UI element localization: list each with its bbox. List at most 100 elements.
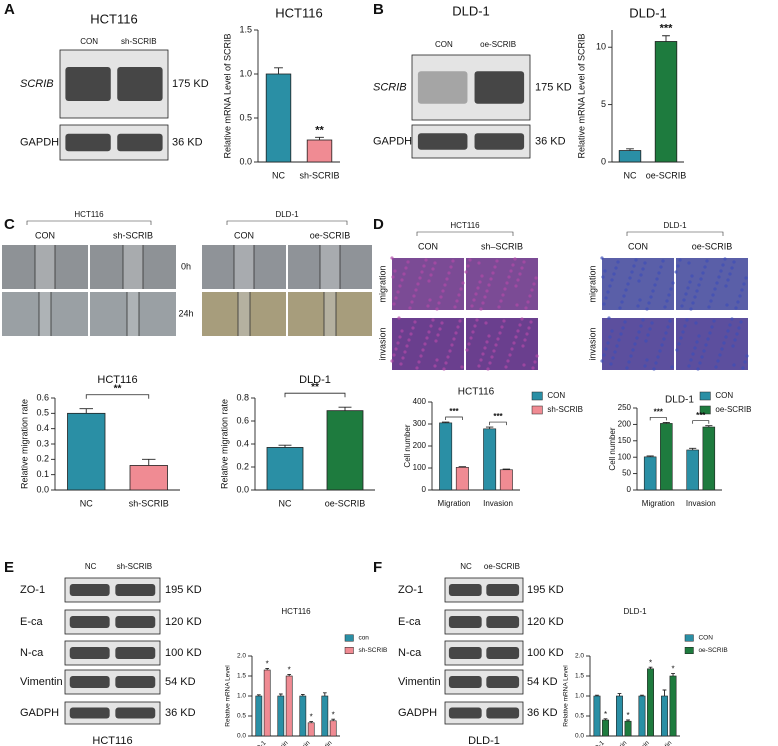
scratch (324, 292, 336, 336)
error-bar (278, 444, 292, 448)
cell-dot (394, 296, 398, 300)
cell-dot (699, 277, 703, 281)
blot-title: HCT116 (90, 11, 137, 26)
blot-row-label: E-ca (398, 616, 422, 628)
blot-band (448, 584, 482, 596)
cell-dot (679, 336, 683, 340)
micrograph-column: CON (628, 241, 648, 251)
cell-dot (455, 299, 459, 303)
cell-dot (487, 283, 491, 287)
cell-dot (730, 266, 734, 270)
cell-dot (514, 284, 518, 288)
x-tick-label: NC (272, 170, 285, 180)
micrograph (2, 245, 88, 289)
cell-dot (390, 256, 394, 260)
chart-title: HCT116 (458, 387, 495, 398)
cell-dot (728, 323, 732, 327)
cell-dot (724, 335, 728, 339)
cell-dot (531, 366, 535, 370)
y-tick-label: 0.4 (36, 423, 49, 433)
chart-title: DLD-1 (665, 395, 694, 406)
blot-size: 175 KD (172, 78, 209, 90)
cell-dot (511, 263, 515, 267)
x-tick-label: sh-SCRIB (129, 498, 169, 508)
bar (616, 695, 623, 737)
cell-dot (412, 294, 416, 298)
x-tick-label: ZO-1 (590, 739, 606, 746)
cell-dot (631, 348, 635, 352)
cell-dot (637, 330, 641, 334)
significance: * (604, 710, 607, 719)
cell-dot (683, 324, 687, 328)
bar (266, 447, 304, 491)
micrograph-column: sh–SCRIB (481, 241, 523, 251)
error-bar (338, 406, 352, 411)
cell-dot (392, 302, 396, 306)
error-bar (256, 694, 261, 696)
y-tick-label: 0.5 (575, 713, 584, 720)
cell-dot (433, 261, 437, 265)
cell-dot (479, 307, 483, 311)
error-bar (309, 721, 314, 723)
bracket (649, 417, 667, 421)
cell-dot (607, 316, 611, 320)
cell-dot (442, 367, 446, 371)
x-tick-label: Invasion (483, 499, 513, 508)
cell-dot (737, 326, 741, 330)
y-tick-label: 0.0 (236, 484, 249, 494)
micrograph-title: HCT116 (74, 210, 104, 219)
cell-dot (661, 259, 665, 263)
y-tick-label: 0.0 (237, 733, 246, 740)
significance: ** (114, 383, 122, 394)
cell-dot (714, 365, 718, 369)
cell-dot (615, 344, 619, 348)
error-bar (502, 468, 511, 470)
cell-dot (394, 347, 398, 351)
legend-swatch (531, 405, 543, 415)
blot-band (448, 707, 482, 719)
micrograph-row: migration (377, 265, 387, 302)
y-tick-label: 0.2 (236, 461, 249, 471)
blot-row-label: N-ca (398, 647, 422, 659)
blot-column: oe-SCRIB (480, 40, 516, 49)
cell-dot (695, 340, 699, 344)
blot-band (69, 707, 110, 719)
cell-dot (506, 359, 510, 363)
cell-dot (687, 261, 691, 265)
y-tick-label: 0.5 (36, 408, 49, 418)
cell-dot (504, 365, 508, 369)
micrograph-column: CON (35, 230, 55, 240)
cell-dot (739, 320, 743, 324)
error-bar (640, 694, 644, 696)
cell-dot (681, 330, 685, 334)
micrograph (202, 245, 286, 289)
cell-dot (647, 301, 651, 305)
cell-dot (610, 278, 614, 282)
cell-dot (643, 261, 647, 265)
blot-size: 120 KD (527, 616, 564, 628)
cell-dot (427, 330, 431, 334)
cell-dot (696, 367, 700, 371)
blot-band (448, 616, 482, 628)
blot-size: 36 KD (527, 707, 558, 719)
error-bar (689, 447, 697, 450)
cell-dot (740, 288, 744, 292)
bar (307, 722, 315, 737)
cell-dot (435, 358, 439, 362)
y-tick-label: 10 (596, 42, 606, 52)
legend-label: CON (698, 635, 713, 642)
cell-dot (736, 300, 740, 304)
y-tick-label: 2.0 (575, 653, 584, 660)
cell-dot (650, 321, 654, 325)
error-bar (646, 455, 654, 457)
bar (483, 428, 497, 491)
micrograph-row: invasion (587, 327, 597, 360)
cell-dot (614, 266, 618, 270)
cell-dot (515, 303, 519, 307)
y-axis-label: Relative mRNA Level (563, 665, 570, 727)
cell-dot (527, 326, 531, 330)
cell-dot (720, 347, 724, 351)
error-bar (626, 148, 634, 151)
cell-dot (497, 305, 501, 309)
blot-band (69, 584, 110, 596)
